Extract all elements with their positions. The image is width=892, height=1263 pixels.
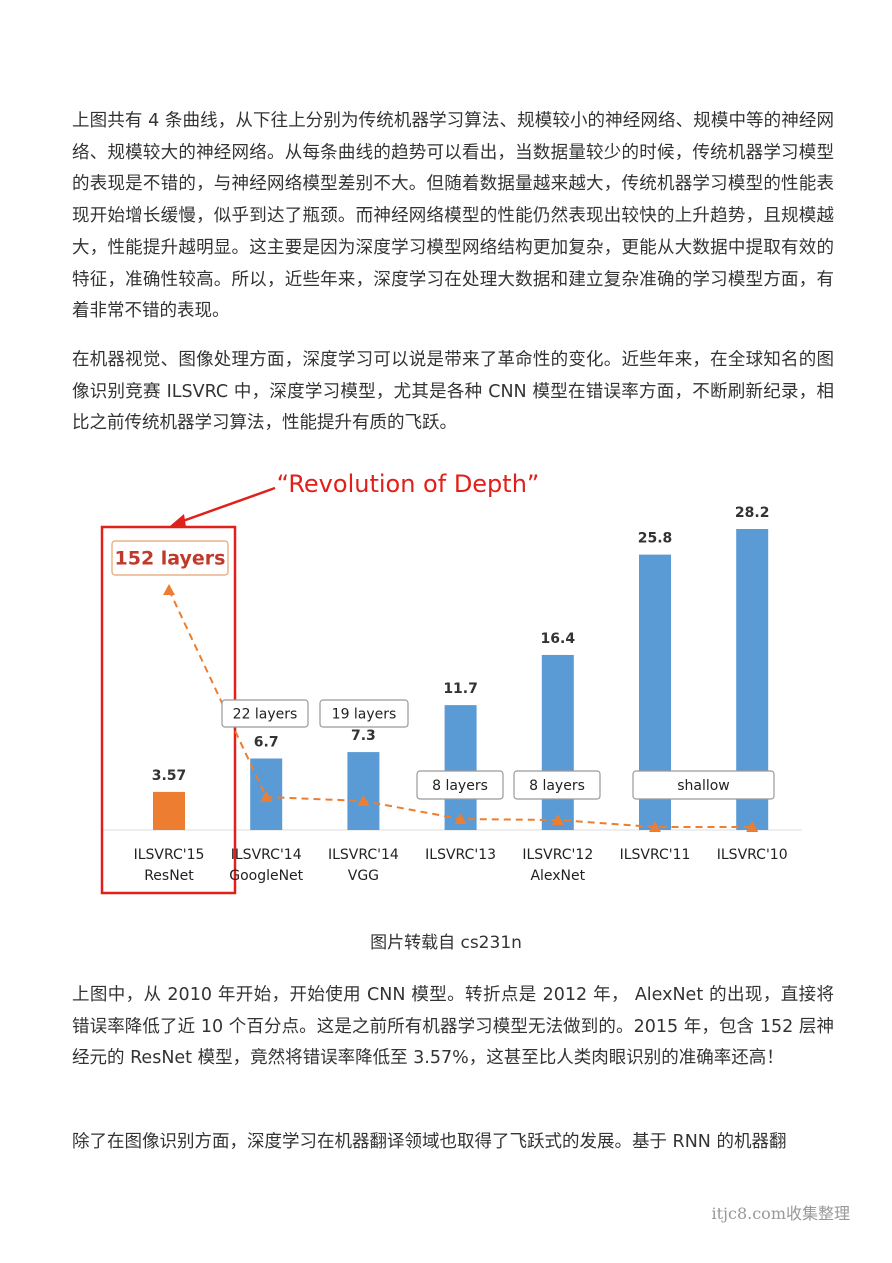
layer-label: 8 layers — [529, 778, 585, 794]
model-label: GoogleNet — [229, 868, 303, 884]
watermark: itjc8.com收集整理 — [711, 1204, 850, 1223]
layer-label: shallow — [677, 778, 730, 794]
paragraph: 上图共有 4 条曲线，从下往上分别为传统机器学习算法、规模较小的神经网络、规模中… — [72, 111, 834, 322]
arrow — [179, 486, 276, 524]
layer-label: 22 layers — [233, 707, 298, 723]
chart-title: “Revolution of Depth” — [277, 470, 540, 498]
depth-marker — [454, 813, 467, 824]
category-label: ILSVRC'10 — [717, 847, 788, 863]
layer-label: 19 layers — [332, 707, 397, 723]
highlight-box — [100, 525, 237, 895]
bar — [153, 791, 185, 830]
category-label: ILSVRC'12 — [522, 847, 593, 863]
layer-box — [513, 770, 601, 800]
value-label: 3.57 — [152, 768, 187, 784]
chart: “Revolution of Depth” 3.57 ILSVRC'15 ResNe… — [100, 470, 802, 895]
bar — [347, 752, 380, 830]
value-label: 7.3 — [351, 728, 376, 744]
category-label: ILSVRC'11 — [620, 847, 691, 863]
model-label: ResNet — [144, 868, 194, 884]
depth-marker — [649, 821, 661, 832]
category-label: ILSVRC'14 — [328, 847, 399, 863]
bar — [541, 654, 574, 830]
value-label: 25.8 — [638, 531, 673, 547]
layer-box — [319, 699, 409, 728]
depth-marker — [260, 791, 273, 802]
caption: 图片转载自 cs231n — [370, 933, 522, 953]
layer-box — [221, 699, 309, 728]
value-label: 28.2 — [735, 505, 770, 521]
paragraph: 除了在图像识别方面，深度学习在机器翻译领域也取得了飞跃式的发展。基于 RNN 的… — [72, 1132, 787, 1152]
layer-box — [416, 770, 504, 800]
model-label: VGG — [348, 868, 379, 884]
category-label: ILSVRC'14 — [231, 847, 302, 863]
paragraph: 上图中，从 2010 年开始，开始使用 CNN 模型。转折点是 2012 年， … — [72, 985, 834, 1069]
depth-marker — [357, 795, 370, 806]
arrow-head — [170, 514, 186, 527]
depth-marker — [551, 814, 564, 825]
value-label: 16.4 — [541, 631, 576, 647]
layer-label: 152 layers — [115, 548, 226, 570]
paragraph: 在机器视觉、图像处理方面，深度学习可以说是带来了革命性的变化。近些年来，在全球知… — [72, 350, 834, 434]
layer-box — [632, 770, 775, 800]
category-label: ILSVRC'13 — [425, 847, 496, 863]
layer-box — [111, 540, 229, 576]
model-label: AlexNet — [530, 868, 585, 884]
category-label: ILSVRC'15 — [134, 847, 205, 863]
bar — [444, 705, 477, 830]
value-label: 11.7 — [443, 681, 478, 697]
depth-marker — [163, 584, 175, 595]
depth-marker — [746, 821, 759, 832]
value-label: 6.7 — [254, 734, 279, 750]
layer-label: 8 layers — [432, 778, 488, 794]
